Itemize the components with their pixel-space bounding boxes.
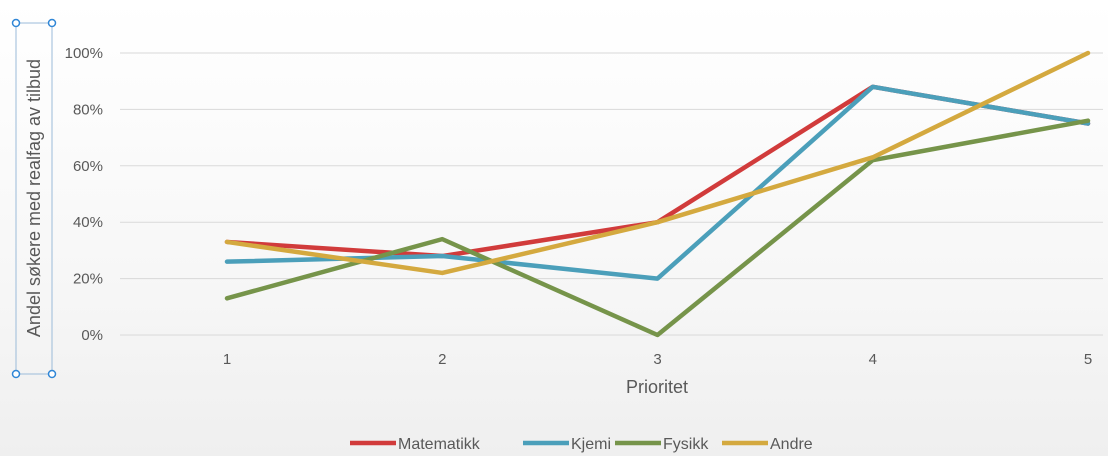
legend-label: Kjemi (571, 436, 611, 453)
legend-item-andre[interactable]: Andre (722, 436, 813, 453)
y-tick-label: 60% (73, 158, 103, 175)
y-tick-label: 100% (65, 45, 103, 62)
x-tick-label: 1 (223, 351, 231, 368)
x-tick-label: 5 (1084, 351, 1092, 368)
legend-label: Andre (770, 436, 813, 453)
x-tick-label: 2 (438, 351, 446, 368)
y-axis-title-selection-box (15, 22, 53, 375)
x-axis-title: Prioritet (626, 377, 688, 397)
x-tick-label: 3 (653, 351, 661, 368)
y-tick-label: 20% (73, 271, 103, 288)
series-line-fysikk[interactable] (224, 118, 1091, 338)
legend-item-kjemi[interactable]: Kjemi (523, 436, 611, 453)
selection-handle-top-left[interactable] (11, 18, 21, 28)
series-line-matematikk[interactable] (224, 84, 1091, 259)
legend-label: Matematikk (398, 436, 481, 453)
x-tick-label: 4 (869, 351, 877, 368)
y-tick-label: 80% (73, 101, 103, 118)
selection-handle-bottom-left[interactable] (11, 369, 21, 379)
series-line-andre[interactable] (224, 50, 1091, 276)
y-tick-label: 40% (73, 214, 103, 231)
gridlines (120, 52, 1103, 336)
series-lines (224, 50, 1091, 338)
legend: Matematikk Kjemi Fysikk Andre (350, 436, 813, 453)
selection-handle-bottom-right[interactable] (47, 369, 57, 379)
y-tick-label: 0% (81, 327, 103, 344)
y-axis-title[interactable]: Andel søkere med realfag av tilbud (24, 59, 44, 337)
legend-item-fysikk[interactable]: Fysikk (615, 436, 709, 453)
legend-item-matematikk[interactable]: Matematikk (350, 436, 481, 453)
y-axis-title-group[interactable]: Andel søkere med realfag av tilbud (11, 18, 57, 379)
selection-handle-top-right[interactable] (47, 18, 57, 28)
x-axis-ticks: 1 2 3 4 5 (223, 351, 1092, 368)
y-axis-ticks: 0% 20% 40% 60% 80% 100% (65, 45, 103, 344)
legend-label: Fysikk (663, 436, 709, 453)
